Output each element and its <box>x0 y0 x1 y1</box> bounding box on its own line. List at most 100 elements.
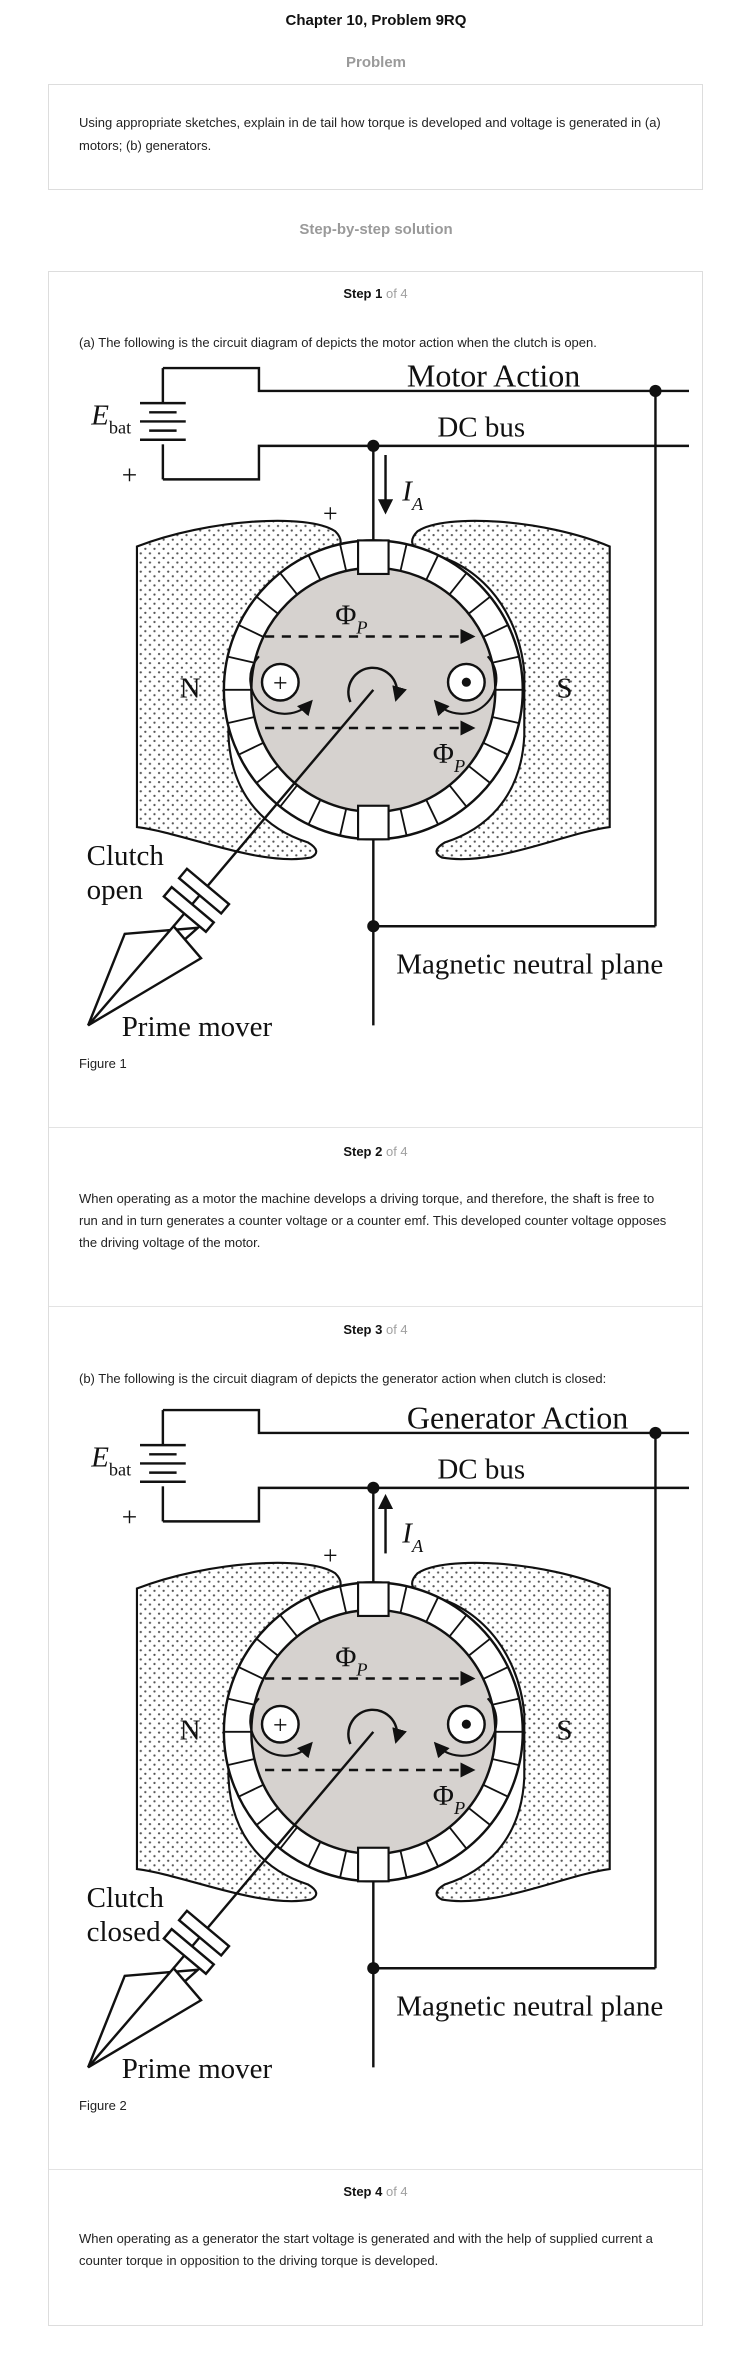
brush-plus-label: + <box>323 1541 338 1570</box>
commutator-segment <box>227 1697 255 1706</box>
commutator-segment <box>238 624 264 638</box>
flux-label-upper: ΦP <box>335 599 367 637</box>
commutator-segment <box>255 1807 279 1826</box>
step-4-text: When operating as a generator the start … <box>79 2231 653 2268</box>
north-pole-label: N <box>180 1714 201 1746</box>
commutator-segment <box>307 1841 322 1867</box>
junction-dot <box>649 1426 662 1440</box>
armature-current-label: IA <box>401 476 424 514</box>
step-1-text: (a) The following is the circuit diagram… <box>79 335 597 350</box>
step-1-label: Step 1 <box>343 286 383 301</box>
chapter-title: Chapter 10, Problem 9RQ <box>285 12 467 29</box>
commutator-segment <box>255 765 279 784</box>
step-1-count: of 4 <box>385 286 408 301</box>
commutator-segment <box>399 808 408 836</box>
commutator-segment <box>425 799 439 825</box>
field-loop-left <box>249 1697 313 1759</box>
clutch-label-line2: open <box>87 874 144 906</box>
problem-card: Using appropriate sketches, explain in d… <box>48 84 703 190</box>
north-pole-label: N <box>180 672 201 704</box>
junction-dot <box>367 1962 380 1975</box>
conductor-into-symbol: + <box>273 1710 288 1739</box>
figure-2-caption: Figure 2 <box>79 2098 127 2113</box>
commutator-segment <box>255 595 279 615</box>
commutator-segment <box>339 808 348 836</box>
conductor-into <box>260 1704 300 1744</box>
commutator-segment <box>238 1666 264 1680</box>
step-2-label: Step 2 <box>343 1144 383 1159</box>
rotation-arrow <box>347 666 407 703</box>
commutator-segment <box>468 765 491 784</box>
step-3-text: (b) The following is the circuit diagram… <box>79 1371 607 1386</box>
step-divider <box>49 1306 702 1307</box>
clutch-symbol <box>162 1909 231 1976</box>
commutator-segment <box>307 554 322 581</box>
commutator-segment <box>339 1850 348 1878</box>
flux-label-lower: ΦP <box>433 1780 465 1818</box>
step-divider <box>49 2169 702 2170</box>
clutch-label-line2: closed <box>87 1916 162 1948</box>
commutator-segment <box>227 716 255 724</box>
south-pole-label: S <box>556 1714 572 1746</box>
figure-title: Motor Action <box>407 357 580 393</box>
commutator-segment <box>279 784 298 808</box>
south-pole-piece <box>411 1561 611 1903</box>
prime-mover-body <box>87 924 203 1027</box>
junction-dot <box>367 439 380 452</box>
brush-plus-label: + <box>323 499 338 528</box>
dc-bus-label: DC bus <box>437 412 525 444</box>
commutator-segment <box>279 572 298 596</box>
flux-label-upper: ΦP <box>335 1641 367 1679</box>
field-loop-right <box>433 1697 498 1759</box>
commutator-segment <box>492 1758 520 1766</box>
commutator-segment <box>492 655 520 664</box>
step-3-heading: Step 3 of 4 <box>49 1322 702 1337</box>
commutator-segment <box>238 741 264 756</box>
commutator-segment <box>482 1783 509 1798</box>
conductor-out-dot <box>461 677 471 687</box>
problem-heading: Problem <box>345 54 406 71</box>
prime-mover-label: Prime mover <box>122 2053 273 2085</box>
commutator-segment <box>399 1586 408 1614</box>
clutch-symbol <box>162 867 231 934</box>
commutator-segment <box>492 716 520 724</box>
commutator-segment <box>448 1826 468 1850</box>
step-3-count: of 4 <box>385 1322 408 1337</box>
commutator-segment <box>482 624 509 638</box>
step-2-text: When operating as a motor the machine de… <box>79 1191 667 1250</box>
step-4-label: Step 4 <box>343 2184 383 2199</box>
field-loop-right <box>433 655 498 717</box>
junction-dot <box>367 1481 380 1494</box>
dc-bus-label: DC bus <box>437 1454 525 1486</box>
commutator-segment <box>468 1637 491 1657</box>
commutator-segment <box>425 1841 439 1867</box>
commutator-segments <box>223 540 523 840</box>
bottom-brush <box>357 1846 390 1883</box>
figure-2-generator-action: Generator Action Ebat + DC bus <box>79 1396 689 2086</box>
commutator-segment <box>448 784 468 808</box>
battery-symbol <box>140 1408 689 1523</box>
commutator-segment <box>227 655 255 664</box>
commutator-segment <box>448 1614 468 1638</box>
commutator-segment <box>399 544 408 572</box>
step-4-heading: Step 4 of 4 <box>49 2184 702 2199</box>
commutator-segment <box>425 554 439 581</box>
south-pole-piece <box>411 519 611 861</box>
battery-plus-label: + <box>122 1502 137 1532</box>
commutator-segment <box>279 1614 298 1638</box>
problem-text: Using appropriate sketches, explain in d… <box>79 115 661 153</box>
commutator-segment <box>339 544 348 572</box>
commutator-segment <box>307 1596 322 1623</box>
figure-1-motor-action: Motor Action Ebat + DC bus IA <box>79 354 689 1044</box>
commutator-segment <box>482 741 509 756</box>
step-4-count: of 4 <box>385 2184 408 2199</box>
battery-label: Ebat <box>90 1442 131 1480</box>
neutral-plane-label: Magnetic neutral plane <box>396 1991 663 2023</box>
armature-current-label: IA <box>401 1518 424 1556</box>
south-pole-label: S <box>556 672 572 704</box>
clutch-label-line1: Clutch <box>87 1882 165 1914</box>
step-divider <box>49 1127 702 1128</box>
commutator-segment <box>255 1637 279 1657</box>
commutator-segment <box>425 1596 439 1623</box>
prime-mover-body <box>87 1966 203 2069</box>
